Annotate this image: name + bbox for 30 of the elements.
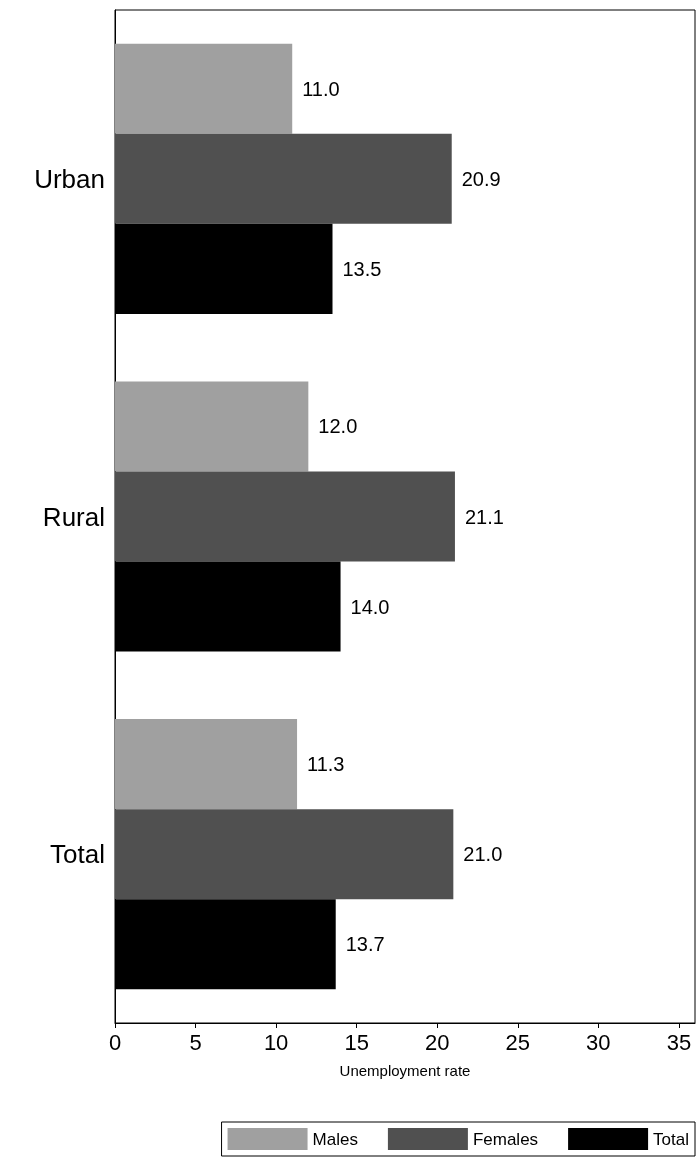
data-label: 14.0 [350, 595, 390, 618]
x-tick-label: 30 [586, 1029, 611, 1055]
x-tick-label: 35 [666, 1029, 692, 1055]
data-label: 12.0 [318, 415, 358, 438]
y-tick-label: Urban [34, 163, 105, 194]
bar [115, 809, 454, 900]
y-tick-label: Rural [42, 501, 105, 532]
legend-label: Females [472, 1129, 539, 1149]
data-label: 21.1 [464, 505, 504, 528]
x-tick-label: 25 [505, 1029, 531, 1055]
y-tick-label: Total [50, 839, 105, 870]
data-label: 20.9 [461, 167, 501, 190]
bar [115, 719, 298, 810]
x-axis-title: Unemployment rate [339, 1062, 471, 1079]
legend-label: Total [653, 1129, 690, 1149]
x-tick-label: 20 [424, 1029, 450, 1055]
bar [115, 133, 452, 224]
bar [115, 43, 293, 134]
data-label: 21.0 [463, 843, 503, 866]
x-tick-label: 0 [108, 1029, 122, 1055]
data-label: 13.7 [345, 933, 385, 956]
bar [115, 471, 455, 562]
legend-label: Males [312, 1129, 358, 1149]
x-tick-label: 5 [189, 1029, 202, 1055]
data-label: 13.5 [342, 257, 382, 280]
x-tick-label: 15 [344, 1029, 369, 1055]
bar [115, 381, 309, 472]
data-label: 11.3 [307, 753, 345, 776]
x-tick-label: 10 [263, 1029, 289, 1055]
data-label: 11.0 [302, 77, 340, 100]
